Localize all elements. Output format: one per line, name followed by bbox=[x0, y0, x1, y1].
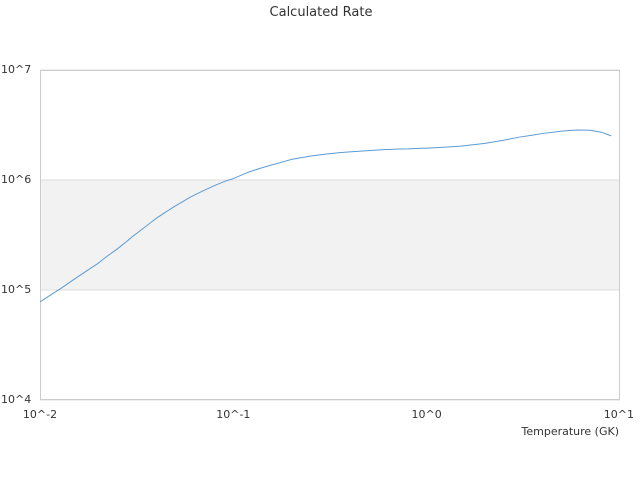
x-axis-ticks: 10^-2 10^-1 10^0 10^1 bbox=[23, 408, 634, 421]
y-axis-ticks: 10^4 10^5 10^6 10^7 bbox=[1, 63, 31, 406]
y-tick-label-2: 10^6 bbox=[1, 173, 31, 186]
x-tick-label-1: 10^-1 bbox=[216, 408, 250, 421]
y-tick-label-0: 10^4 bbox=[1, 393, 31, 406]
plot-area bbox=[40, 70, 620, 400]
x-tick-label-3: 10^1 bbox=[604, 408, 634, 421]
x-tick-label-2: 10^0 bbox=[412, 408, 442, 421]
y-tick-label-3: 10^7 bbox=[1, 63, 31, 76]
chart-title: Calculated Rate bbox=[270, 5, 373, 20]
x-tick-label-0: 10^-2 bbox=[23, 408, 57, 421]
y-tick-label-1: 10^5 bbox=[1, 283, 31, 296]
series-line-0 bbox=[39, 129, 612, 303]
series-layer bbox=[39, 129, 612, 303]
x-axis-label: Temperature (GK) bbox=[521, 425, 620, 438]
plot-band bbox=[40, 180, 620, 290]
